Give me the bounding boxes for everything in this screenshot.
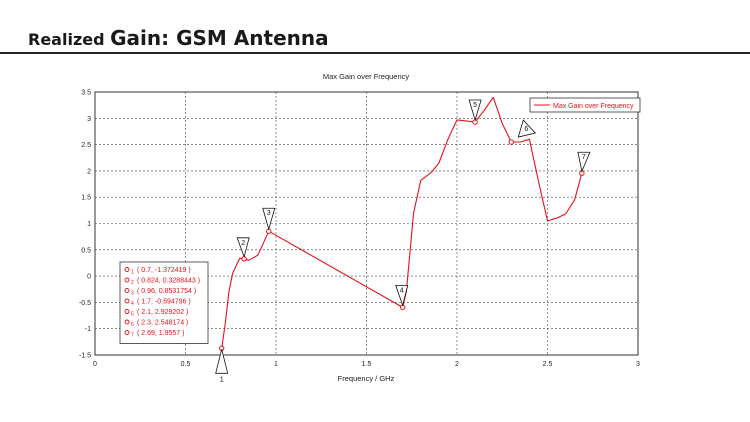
marker-flag-label: 3	[267, 210, 271, 217]
marker-flag	[236, 237, 250, 259]
slide-title-large: Gain: GSM Antenna	[110, 26, 329, 50]
marker-flag-label: 2	[241, 240, 245, 247]
readout-index: 6	[131, 322, 134, 328]
slide-title-small: Realized	[28, 30, 105, 49]
y-tick-label: -1	[85, 326, 91, 333]
readout-text: ( 0.96, 0.8531754 )	[137, 288, 196, 295]
title-divider	[0, 52, 750, 54]
readout-index: 3	[131, 291, 134, 297]
readout-index: 5	[131, 312, 134, 318]
y-tick-label: 2.5	[81, 142, 91, 149]
marker-flag	[215, 349, 229, 374]
series-line	[221, 96, 583, 349]
y-tick-label: 0	[87, 274, 91, 281]
marker-readout-box: 1( 0.7, -1.372419 )2( 0.824, 0.3288443 )…	[119, 261, 209, 344]
x-tick-label: 1.5	[362, 361, 372, 368]
marker-flag	[395, 284, 409, 307]
marker-flag	[468, 99, 482, 122]
marker-flag-label: 7	[582, 154, 586, 161]
readout-text: ( 2.69, 1.9557 )	[137, 330, 184, 337]
y-tick-label: 3	[87, 116, 91, 123]
readout-marker-icon	[124, 288, 130, 293]
readout-index: 7	[131, 333, 134, 339]
slide-title: Realized Gain: GSM Antenna	[28, 26, 329, 50]
x-axis-label: Frequency / GHz	[338, 374, 395, 383]
y-tick-label: 0.5	[81, 247, 91, 254]
readout-text: ( 0.7, -1.372419 )	[137, 267, 191, 274]
series-layer	[221, 96, 583, 349]
marker-layer: 1 2 3 4 5 6 7	[215, 99, 591, 383]
marker-flag	[517, 119, 537, 138]
marker-point	[508, 139, 514, 145]
legend: Max Gain over Frequency	[529, 97, 641, 113]
readout-text: ( 2.3, 2.548174 )	[137, 320, 188, 327]
x-tick-label: 0	[93, 361, 97, 368]
x-tick-label: 2	[455, 361, 459, 368]
readout-text: ( 1.7, -0.594796 )	[137, 299, 191, 306]
plot-frame	[94, 91, 639, 356]
readout-index: 2	[131, 280, 134, 286]
marker-flag-label: 6	[524, 126, 528, 133]
marker-flag	[577, 151, 591, 173]
grid-lines	[95, 92, 638, 355]
y-tick-label: 3.5	[81, 90, 91, 97]
marker-flag-label: 5	[473, 102, 477, 109]
readout-text: ( 2.1, 2.929202 )	[137, 309, 188, 316]
legend-box	[529, 97, 641, 113]
readout-marker-icon	[124, 309, 130, 314]
readout-marker-icon	[124, 330, 130, 335]
marker-flag-label: 4	[400, 287, 404, 294]
y-tick-label: -1.5	[79, 353, 91, 360]
y-tick-label: -0.5	[79, 300, 91, 307]
tick-labels: 0 0.5 1 1.5 2 2.5 3 -1.5 -1 -0.5 0 0.5 1 1.5 2 2.5 3 3.5	[79, 90, 640, 369]
marker-flag	[262, 207, 276, 231]
x-tick-label: 0.5	[181, 361, 191, 368]
marker-flag-label: 1	[220, 376, 224, 383]
y-tick-label: 1	[87, 221, 91, 228]
y-tick-label: 1.5	[81, 195, 91, 202]
readout-text: ( 0.824, 0.3288443 )	[137, 278, 200, 285]
readout-index: 1	[131, 270, 134, 276]
readout-marker-icon	[124, 319, 130, 325]
chart-title: Max Gain over Frequency	[323, 72, 410, 81]
x-tick-label: 1	[274, 361, 278, 368]
legend-label: Max Gain over Frequency	[553, 103, 634, 110]
readout-marker-icon	[124, 267, 130, 272]
y-tick-label: 2	[87, 168, 91, 175]
x-tick-label: 3	[636, 361, 640, 368]
readout-box-frame	[119, 261, 209, 344]
x-tick-label: 2.5	[543, 361, 553, 368]
readout-index: 4	[131, 301, 134, 307]
readout-marker-icon	[124, 298, 130, 304]
readout-marker-icon	[124, 277, 130, 283]
